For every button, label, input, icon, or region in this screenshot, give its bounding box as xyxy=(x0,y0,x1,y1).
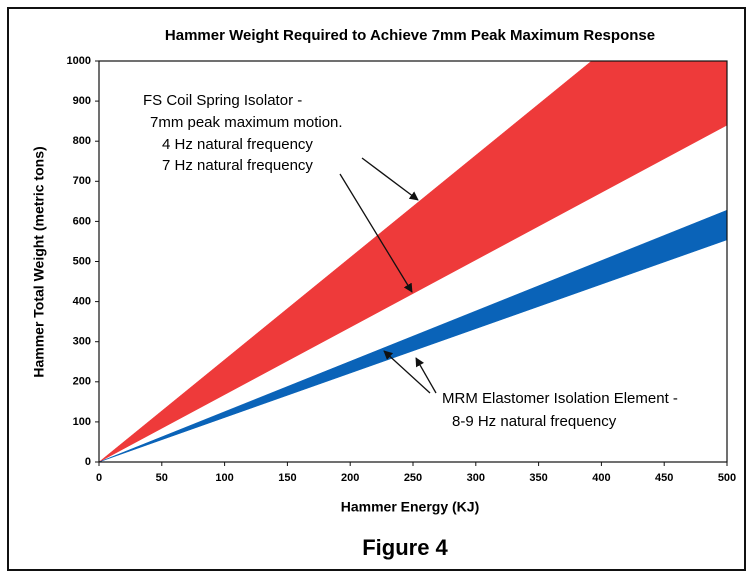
bands xyxy=(99,61,727,462)
annotation: 8-9 Hz natural frequency xyxy=(452,413,617,430)
annotation: 4 Hz natural frequency xyxy=(162,136,313,153)
y-tick-label: 900 xyxy=(73,95,91,107)
x-tick-label: 500 xyxy=(718,472,736,484)
x-tick-label: 200 xyxy=(341,472,359,484)
x-tick-label: 450 xyxy=(655,472,673,484)
arrow xyxy=(415,357,437,394)
x-tick-label: 300 xyxy=(467,472,485,484)
x-tick-label: 0 xyxy=(96,472,102,484)
y-tick-label: 500 xyxy=(73,255,91,267)
x-tick-label: 50 xyxy=(156,472,168,484)
arrows xyxy=(339,157,437,394)
y-tick-label: 100 xyxy=(73,416,91,428)
annotation: FS Coil Spring Isolator - xyxy=(143,92,302,109)
annotation: MRM Elastomer Isolation Element - xyxy=(442,390,678,407)
x-tick-label: 150 xyxy=(278,472,296,484)
y-tick-label: 300 xyxy=(73,336,91,348)
x-tick-label: 400 xyxy=(592,472,610,484)
y-tick-label: 0 xyxy=(85,456,91,468)
x-tick-label: 350 xyxy=(529,472,547,484)
annotation: 7mm peak maximum motion. xyxy=(150,114,343,131)
annotation: 7 Hz natural frequency xyxy=(162,157,313,174)
band-area xyxy=(99,61,727,462)
caption: Figure 4 xyxy=(362,535,448,560)
band-area xyxy=(99,209,727,462)
arrow xyxy=(361,157,419,201)
x-tick-label: 250 xyxy=(404,472,422,484)
arrow xyxy=(383,350,431,394)
y-tick-label: 600 xyxy=(73,215,91,227)
y-tick-label: 200 xyxy=(73,376,91,388)
arrow xyxy=(339,173,413,293)
y-tick-label: 1000 xyxy=(67,55,91,67)
y-tick-label: 700 xyxy=(73,175,91,187)
x-axis-label: Hammer Energy (KJ) xyxy=(341,499,480,515)
y-tick-label: 400 xyxy=(73,296,91,308)
x-tick-label: 100 xyxy=(215,472,233,484)
y-tick-label: 800 xyxy=(73,135,91,147)
chart-title: Hammer Weight Required to Achieve 7mm Pe… xyxy=(165,27,655,44)
y-axis-label: Hammer Total Weight (metric tons) xyxy=(31,146,47,377)
